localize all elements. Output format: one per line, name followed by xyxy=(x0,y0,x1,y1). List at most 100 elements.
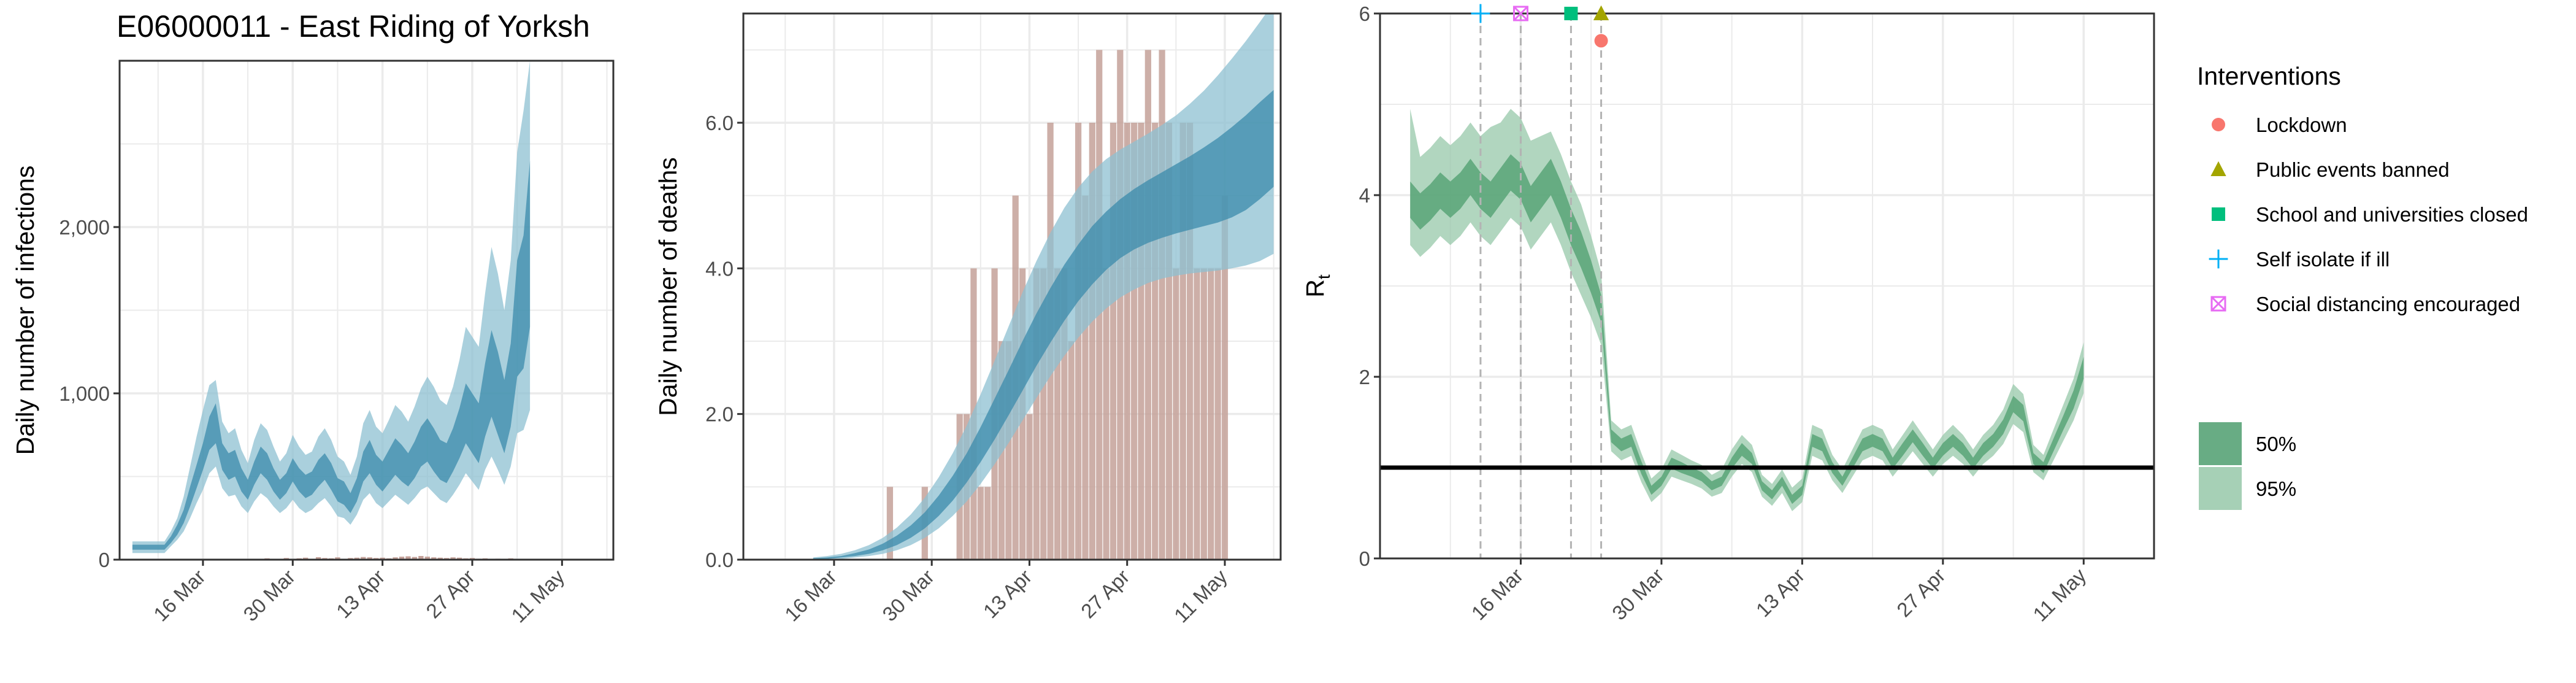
interval-legend: 50% 95% xyxy=(2199,422,2296,510)
x-tick-label: 30 Mar xyxy=(1608,564,1668,625)
legend-symbol-boxcross xyxy=(2210,296,2226,312)
legend-item-triangle: Public events banned xyxy=(2210,158,2450,181)
intervention-marker-plus xyxy=(1471,4,1490,23)
intervention-marker-boxcross xyxy=(1512,6,1528,21)
deaths-panel: 0.0 2.0 4.0 6.0 16 Mar 30 Mar 13 Apr 27 Apr 11 M… xyxy=(654,12,1282,627)
legend-item-boxcross: Social distancing encouraged xyxy=(2210,293,2520,315)
deaths-bar xyxy=(1005,341,1012,560)
y-axis-title: Rt xyxy=(1301,274,1333,298)
deaths-bar xyxy=(1124,123,1130,560)
deaths-bar xyxy=(1061,268,1068,560)
x-tick-label: 11 May xyxy=(507,565,569,627)
deaths-bar xyxy=(1068,341,1075,560)
x-tick-label: 13 Apr xyxy=(1752,564,1809,622)
boxcross-frame xyxy=(1512,6,1528,21)
x-tick-label: 13 Apr xyxy=(979,565,1037,623)
y-tick-label: 1,000 xyxy=(59,382,110,405)
case-bar xyxy=(405,556,411,560)
case-bar xyxy=(437,557,443,560)
deaths-bar xyxy=(1179,123,1186,560)
legend-item-circle: Lockdown xyxy=(2212,114,2347,136)
interval-legend-item: 95% xyxy=(2199,467,2296,510)
deaths-bar xyxy=(1221,195,1229,560)
y-tick-label: 6 xyxy=(1359,2,1370,25)
y-tick-label: 4 xyxy=(1359,184,1370,207)
interval-key-swatch xyxy=(2199,422,2242,465)
case-bar xyxy=(367,557,372,560)
boxcross-x xyxy=(2210,296,2226,312)
case-bar xyxy=(303,557,309,560)
interventions-legend-title: Interventions xyxy=(2197,62,2341,90)
deaths-bar xyxy=(1054,268,1061,560)
deaths-bar xyxy=(1026,414,1033,560)
legend-item-square: School and universities closed xyxy=(2212,203,2528,226)
y-tick-label: 0 xyxy=(99,549,110,571)
page-title: E06000011 - East Riding of Yorksh xyxy=(117,9,590,44)
interval-legend-label: 50% xyxy=(2256,433,2296,455)
y-tick-label: 2,000 xyxy=(59,216,110,239)
legend-symbol-square xyxy=(2212,207,2225,221)
deaths-bar xyxy=(1152,123,1159,560)
case-bar xyxy=(399,557,405,560)
deaths-bar xyxy=(1173,268,1179,560)
deaths-bar xyxy=(1208,268,1214,560)
case-bar xyxy=(354,557,359,560)
case-bar xyxy=(412,557,418,560)
deaths-bar xyxy=(977,487,984,560)
y-tick-label: 2.0 xyxy=(705,403,734,426)
interval-key-swatch xyxy=(2199,467,2242,510)
y-tick-label: 0.0 xyxy=(705,549,734,571)
case-bar xyxy=(335,557,340,560)
case-bar xyxy=(424,557,430,560)
interventions-legend: Interventions Lockdown Public events bann… xyxy=(2197,62,2528,315)
x-tick-label: 13 Apr xyxy=(332,565,389,623)
intervention-marker-triangle xyxy=(1593,5,1609,21)
case-bar xyxy=(393,557,398,560)
legend-symbol-circle xyxy=(2212,118,2225,131)
deaths-bar xyxy=(1214,268,1221,560)
deaths-bar xyxy=(886,487,894,560)
rt-panel: 0 2 4 6 16 Mar 30 Mar 13 Apr 27 Apr 11 May Rt xyxy=(1301,2,2155,626)
deaths-bar xyxy=(1103,268,1110,560)
case-bar xyxy=(380,557,385,560)
deaths-bar xyxy=(1089,123,1095,560)
legend-label: Public events banned xyxy=(2256,158,2450,181)
y-tick-label: 6.0 xyxy=(705,112,734,134)
legend-symbol-triangle xyxy=(2210,161,2226,176)
infections-50-band xyxy=(132,160,531,550)
deaths-bar xyxy=(1040,268,1047,560)
plot-body xyxy=(813,14,1274,560)
legend-symbol-plus xyxy=(2209,249,2228,269)
deaths-bar xyxy=(1194,268,1200,560)
y-tick-label: 4.0 xyxy=(705,257,734,280)
x-tick-label: 16 Mar xyxy=(780,565,841,626)
intervention-marker-circle xyxy=(1594,34,1608,48)
legend-item-plus: Self isolate if ill xyxy=(2209,248,2390,271)
case-bar xyxy=(456,557,462,560)
interval-legend-item: 50% xyxy=(2199,422,2296,465)
case-bar xyxy=(418,556,424,560)
case-bar xyxy=(315,557,321,560)
y-tick-label: 0 xyxy=(1359,547,1370,570)
case-bar xyxy=(361,557,366,560)
legend-label: Social distancing encouraged xyxy=(2256,293,2520,315)
x-tick-label: 30 Mar xyxy=(878,565,938,626)
deaths-bar xyxy=(1033,268,1040,560)
deaths-bar xyxy=(1117,50,1124,560)
legend-label: School and universities closed xyxy=(2256,203,2528,226)
y-axis-title-subscript: t xyxy=(1314,274,1333,279)
x-tick-label: 11 May xyxy=(1170,565,1232,627)
plot-frame xyxy=(742,12,1282,561)
deaths-bar xyxy=(1200,268,1207,560)
deaths-bar xyxy=(1075,123,1082,560)
rt-50-band xyxy=(1410,154,2084,504)
deaths-bar xyxy=(984,487,991,560)
plot-frame xyxy=(1379,12,2155,560)
x-tick-label: 27 Apr xyxy=(421,565,479,623)
y-axis-title: Daily number of deaths xyxy=(654,157,682,416)
legend-label: Self isolate if ill xyxy=(2256,248,2390,271)
x-tick-label: 11 May xyxy=(2028,563,2090,625)
deaths-95-band xyxy=(813,14,1274,560)
deaths-bar xyxy=(1165,123,1173,560)
